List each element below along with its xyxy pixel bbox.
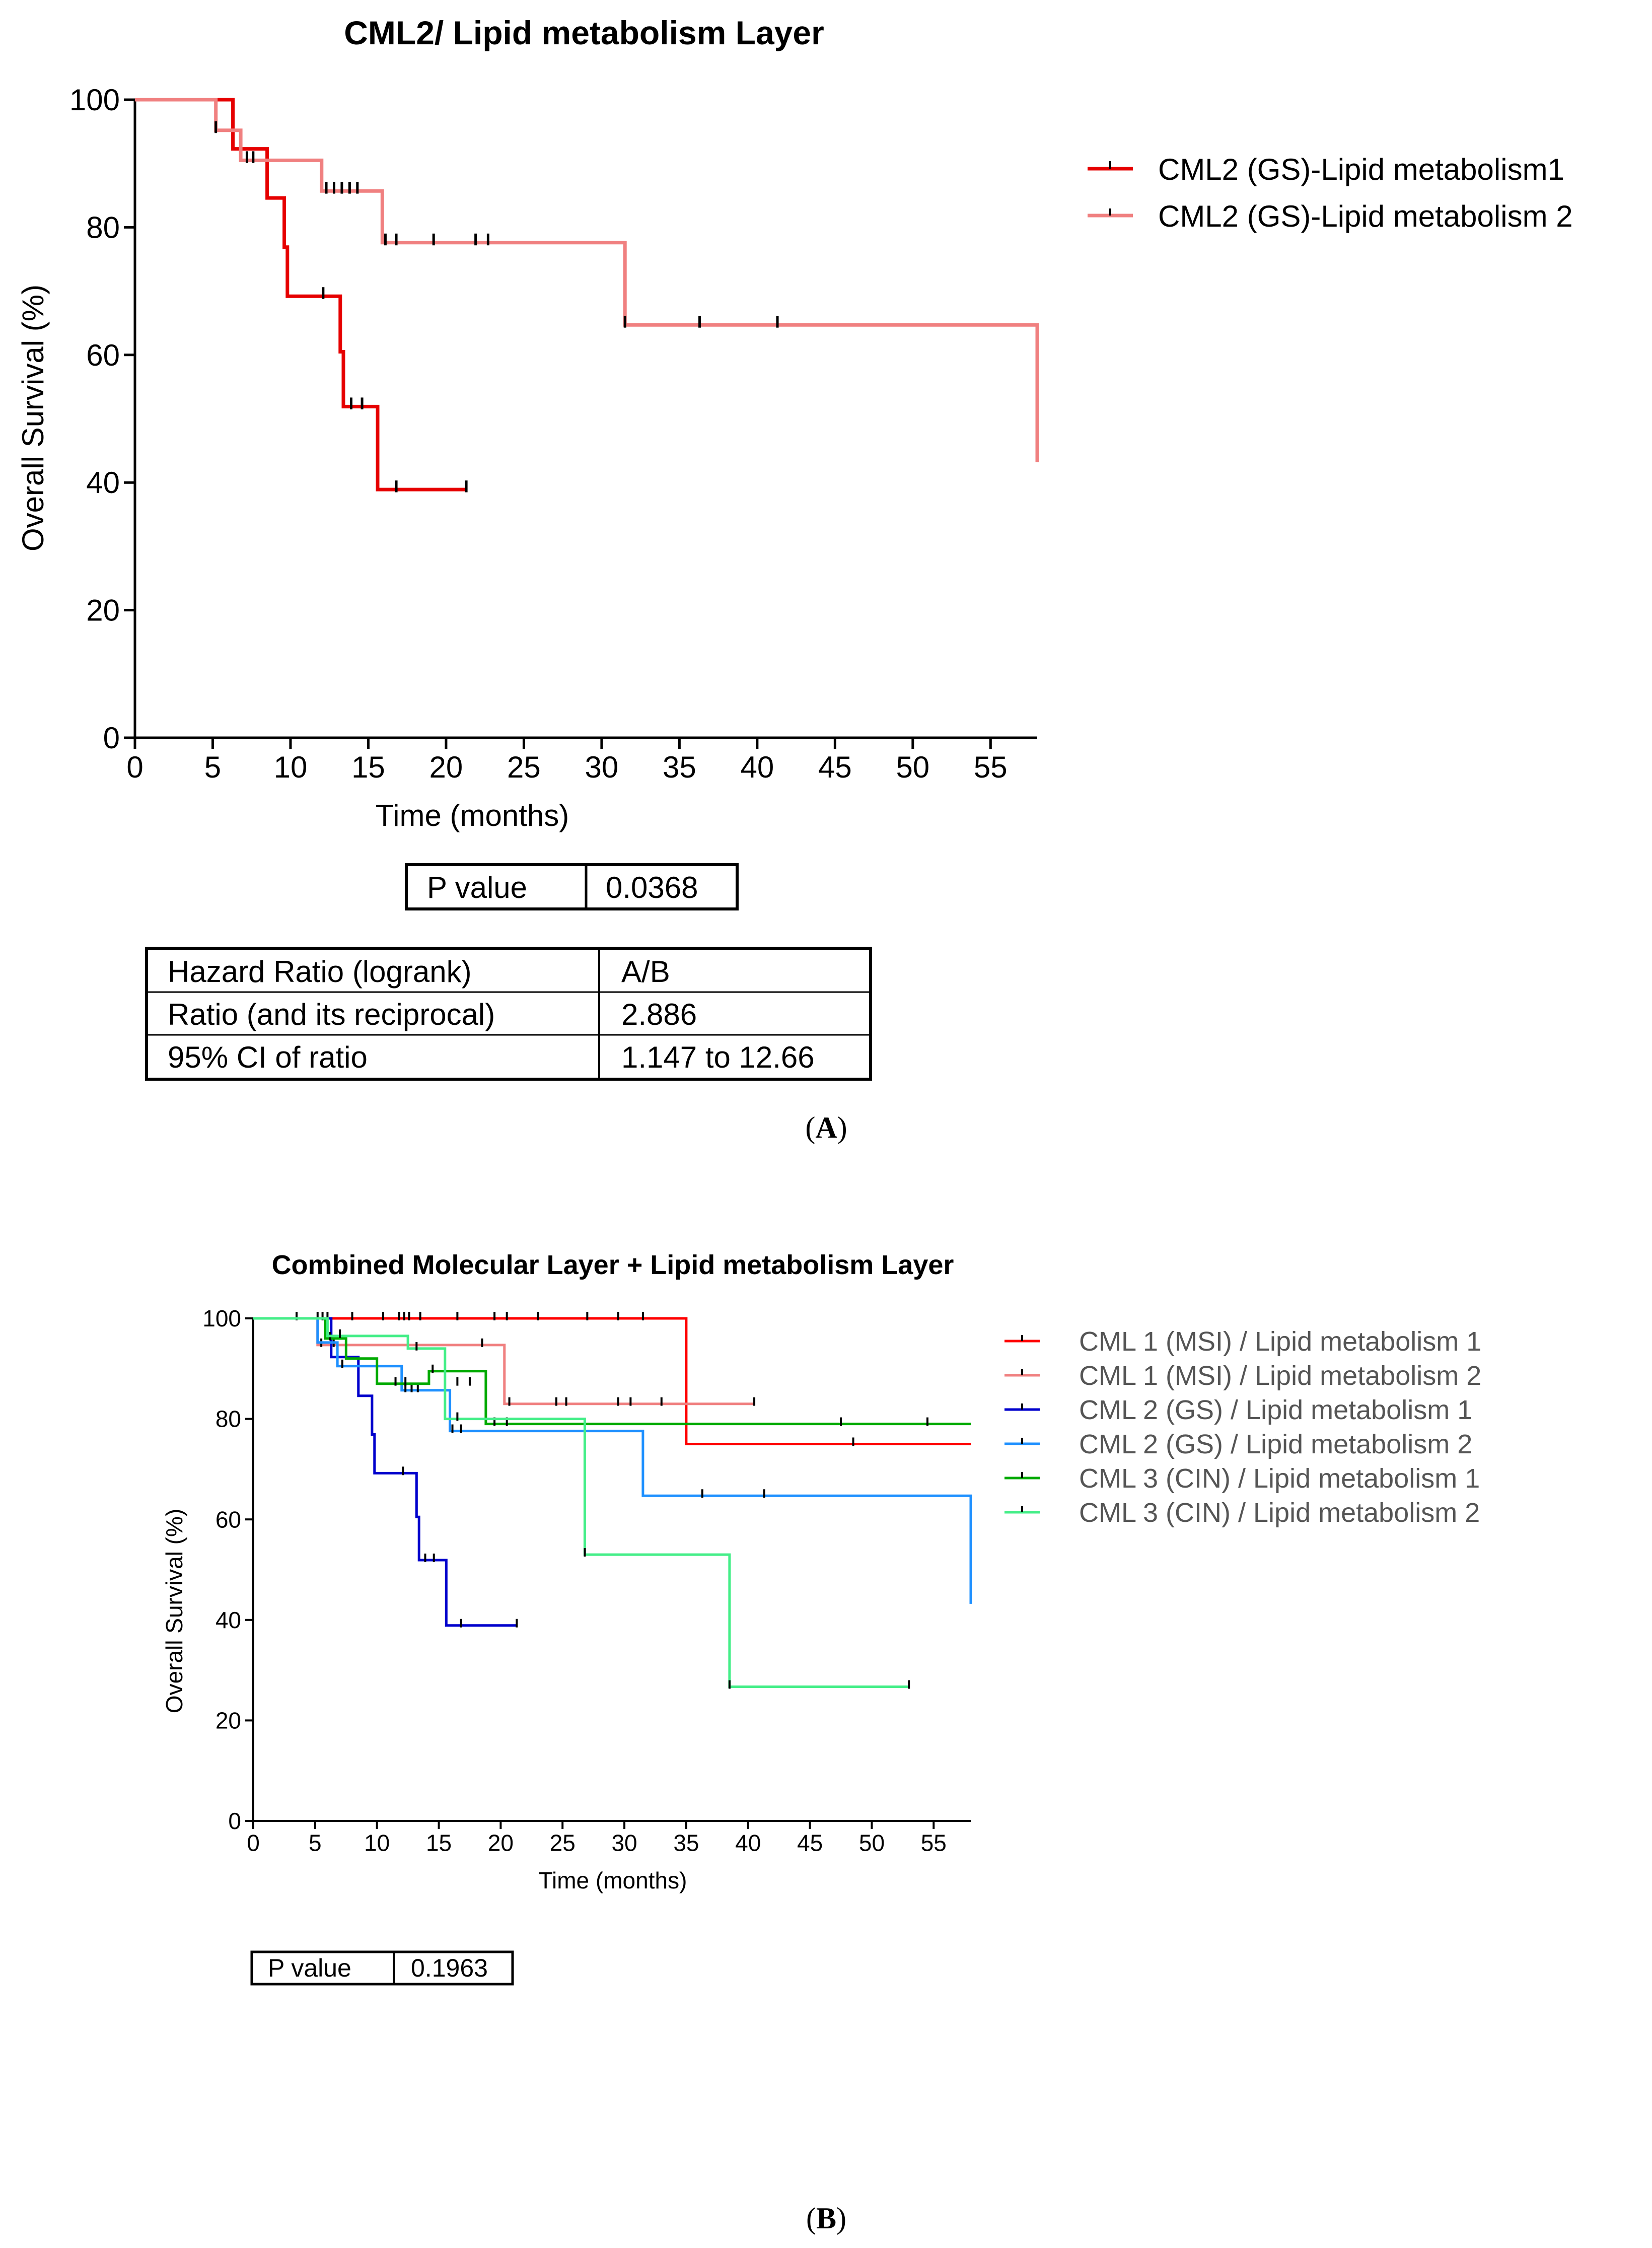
panel-b-series-line-5 [253, 1317, 971, 1426]
legend-label: CML 1 (MSI) / Lipid metabolism 2 [1079, 1361, 1481, 1391]
panel-b-axes: 0 20 40 60 80 100 0 5 10 15 20 25 30 35 40 45 50 55 [202, 1305, 971, 1856]
panel-b-x-tick-label: 45 [797, 1830, 823, 1856]
panel-a-legend: CML2 (GS)-Lipid metabolism1 CML2 (GS)-Li… [1088, 153, 1573, 233]
panel-a-y-axis-label: Overall Survival (%) [16, 285, 50, 551]
legend-item-b-6: CML 3 (CIN) / Lipid metabolism 2 [1004, 1498, 1480, 1528]
panel-a-x-tick-label: 40 [740, 750, 774, 784]
panel-a-x-tick-label: 55 [974, 750, 1008, 784]
panel-a-x-tick-label: 35 [663, 750, 696, 784]
legend-item-b-5: CML 3 (CIN) / Lipid metabolism 1 [1004, 1463, 1480, 1494]
panel-b-y-axis-label: Overall Survival (%) [161, 1509, 187, 1713]
panel-b-y-tick-label: 40 [216, 1607, 241, 1633]
panel-b-x-tick-label: 5 [309, 1830, 322, 1856]
panel-a-label: (A) [805, 1111, 847, 1144]
panel-a-pvalue-table: P value 0.0368 [405, 863, 739, 910]
panel-b-x-axis-label: Time (months) [539, 1867, 687, 1893]
panel-b-series-line-4 [253, 1317, 972, 1604]
panel-a-y-tick-label: 100 [69, 83, 120, 117]
legend-label: CML 3 (CIN) / Lipid metabolism 2 [1079, 1498, 1480, 1528]
legend-label: CML 2 (GS) / Lipid metabolism 2 [1079, 1429, 1472, 1459]
ratio-label: Ratio (and its reciprocal) [168, 998, 495, 1031]
pvalue-label: P value [268, 1954, 351, 1982]
panel-b-y-tick-label: 80 [216, 1406, 241, 1432]
legend-label: CML2 (GS)-Lipid metabolism 2 [1158, 199, 1573, 233]
panel-a-x-tick-label: 50 [896, 750, 929, 784]
legend-label: CML 2 (GS) / Lipid metabolism 1 [1079, 1395, 1472, 1425]
panel-a-hazard-table: Hazard Ratio (logrank) A/B Ratio (and it… [145, 947, 872, 1081]
panel-b-y-tick-label: 100 [202, 1305, 241, 1331]
panel-a-x-tick-label: 30 [585, 750, 619, 784]
panel-a-letter: A [815, 1111, 837, 1144]
pvalue-table-border [250, 1950, 514, 1986]
panel-b-chart: Combined Molecular Layer + Lipid metabol… [161, 1250, 1481, 2235]
ci-label: 95% CI of ratio [168, 1040, 368, 1074]
pvalue-value: 0.1963 [411, 1954, 488, 1982]
legend-item-b-1: CML 1 (MSI) / Lipid metabolism 1 [1004, 1326, 1481, 1357]
panel-b-series [253, 1312, 972, 1689]
panel-b-x-tick-label: 10 [364, 1830, 390, 1856]
panel-a-x-tick-label: 10 [274, 750, 308, 784]
panel-b-title: Combined Molecular Layer + Lipid metabol… [272, 1250, 954, 1280]
panel-b-y-tick-label: 20 [216, 1708, 241, 1734]
panel-a-series [135, 98, 1039, 493]
panel-b-pvalue-table: P value 0.1963 [250, 1950, 514, 1986]
panel-a-series-line-2 [135, 98, 1039, 462]
panel-b-y-tick-label: 60 [216, 1506, 241, 1532]
panel-a-x-tick-label: 0 [126, 750, 143, 784]
panel-b-x-tick-label: 55 [921, 1830, 947, 1856]
panel-b-x-tick-label: 0 [247, 1830, 260, 1856]
panel-a-y-tick-label: 40 [86, 466, 120, 500]
panel-a-y-tick-label: 0 [103, 721, 120, 755]
panel-b-series-line-3 [253, 1317, 517, 1627]
legend-item-a-2: CML2 (GS)-Lipid metabolism 2 [1088, 199, 1573, 233]
panel-b-label: (B) [806, 2202, 846, 2235]
hazard-ratio-label: Hazard Ratio (logrank) [168, 955, 472, 989]
panel-a-x-tick-label: 45 [818, 750, 852, 784]
panel-b-legend: CML 1 (MSI) / Lipid metabolism 1 CML 1 (M… [1004, 1326, 1481, 1528]
panel-a-y-tick-label: 60 [86, 338, 120, 372]
ci-value: 1.147 to 12.66 [621, 1040, 815, 1074]
hazard-ratio-value: A/B [621, 955, 670, 989]
panel-a-x-tick-label: 20 [429, 750, 463, 784]
pvalue-table-border [405, 863, 739, 910]
panel-b-series-line-1 [253, 1317, 971, 1445]
legend-item-a-1: CML2 (GS)-Lipid metabolism1 [1088, 153, 1564, 186]
legend-label: CML 3 (CIN) / Lipid metabolism 1 [1079, 1463, 1480, 1494]
panel-a-title: CML2/ Lipid metabolism Layer [344, 14, 824, 51]
panel-a-x-tick-label: 25 [507, 750, 541, 784]
panel-b-x-tick-label: 20 [488, 1830, 514, 1856]
panel-b-x-tick-label: 15 [426, 1830, 452, 1856]
panel-a-x-tick-label: 15 [351, 750, 385, 784]
panel-b-series-line-6 [253, 1317, 909, 1688]
panel-a-x-tick-label: 5 [204, 750, 221, 784]
panel-a-chart: CML2/ Lipid metabolism Layer 0 20 40 60 80 10… [16, 14, 1573, 1144]
panel-b-x-tick-label: 25 [550, 1830, 576, 1856]
panel-b-x-tick-label: 50 [859, 1830, 885, 1856]
panel-b-x-tick-label: 30 [611, 1830, 637, 1856]
ratio-value: 2.886 [621, 998, 697, 1031]
pvalue-label: P value [427, 871, 527, 904]
legend-item-b-4: CML 2 (GS) / Lipid metabolism 2 [1004, 1429, 1472, 1459]
panel-a-y-tick-label: 20 [86, 594, 120, 627]
panel-b-y-tick-label: 0 [228, 1808, 241, 1834]
legend-item-b-2: CML 1 (MSI) / Lipid metabolism 2 [1004, 1361, 1481, 1391]
legend-label: CML2 (GS)-Lipid metabolism1 [1158, 153, 1564, 186]
legend-label: CML 1 (MSI) / Lipid metabolism 1 [1079, 1326, 1481, 1357]
hazard-table-border [145, 947, 872, 1081]
panel-a-series-line-1 [135, 98, 467, 491]
panel-a-x-axis-label: Time (months) [376, 799, 569, 832]
legend-item-b-3: CML 2 (GS) / Lipid metabolism 1 [1004, 1395, 1472, 1425]
panel-b-x-tick-label: 35 [673, 1830, 699, 1856]
panel-a-axes: 0 20 40 60 80 100 0 5 10 15 20 25 30 35 40 45 50 55 [69, 83, 1037, 784]
pvalue-value: 0.0368 [606, 871, 698, 904]
panel-b-x-tick-label: 40 [735, 1830, 761, 1856]
panel-b-letter: B [816, 2202, 836, 2235]
panel-a-y-tick-label: 80 [86, 210, 120, 244]
